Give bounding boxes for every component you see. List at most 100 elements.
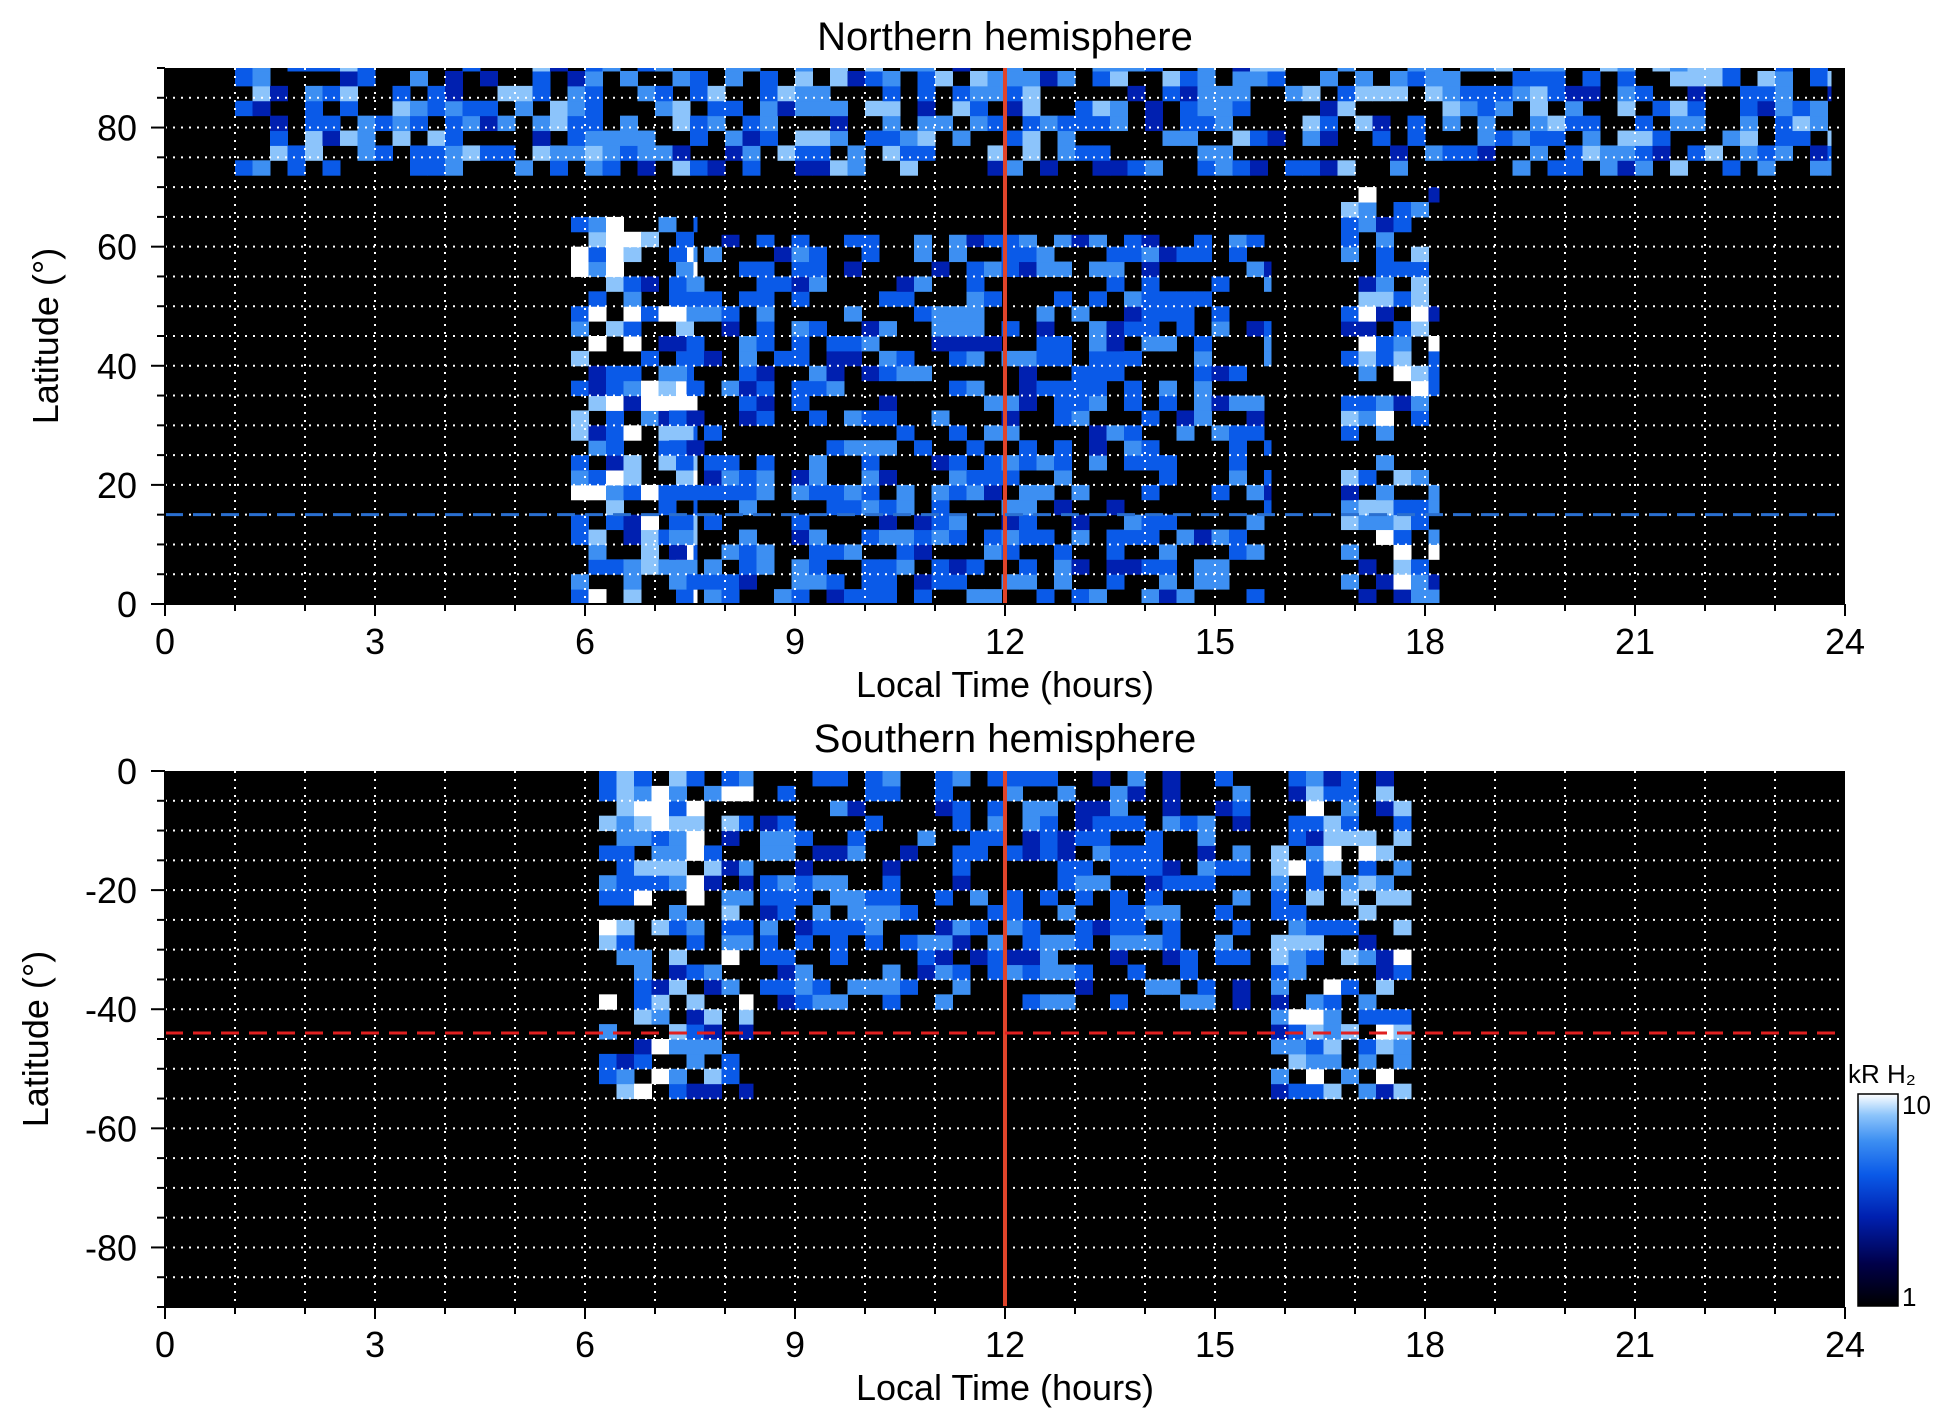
emission-cell (935, 785, 953, 802)
emission-cell (1376, 231, 1394, 248)
emission-cell (1211, 574, 1230, 590)
emission-cell (658, 499, 677, 516)
emission-cell (774, 350, 792, 367)
emission-cell (641, 514, 659, 531)
emission-cell (634, 979, 652, 995)
emission-cell (1393, 514, 1412, 531)
emission-cell (1792, 115, 1811, 132)
emission-cell (795, 919, 813, 936)
emission-cell (305, 68, 323, 72)
emission-cell (1197, 160, 1216, 176)
emission-cell (322, 115, 341, 132)
emission-cell (1089, 380, 1107, 397)
south-axes: 0 3 6 9 12 15 18 21 240-20-40-60-80 (85, 751, 1865, 1365)
colorbar: kR H₂ 10 1 (1848, 1059, 1931, 1312)
emission-cell (1124, 514, 1142, 531)
emission-cell (606, 216, 624, 233)
emission-cell (917, 949, 936, 966)
emission-cell (847, 919, 866, 936)
emission-cell (1232, 994, 1251, 1010)
emission-cell (791, 380, 810, 397)
emission-cell (1145, 100, 1163, 117)
emission-cell (970, 890, 988, 906)
emission-cell (1162, 70, 1181, 87)
emission-cell (1127, 68, 1146, 72)
emission-cell (1358, 1009, 1377, 1025)
emission-cell (739, 785, 754, 802)
emission-cell (1141, 589, 1160, 604)
emission-cell (1106, 499, 1125, 516)
emission-cell (987, 830, 1006, 846)
emission-cell (935, 934, 953, 951)
emission-cell (830, 100, 848, 117)
emission-cell (1054, 291, 1072, 307)
emission-cell (795, 934, 813, 951)
emission-cell (809, 410, 827, 426)
emission-cell (1792, 130, 1811, 146)
north-title: Northern hemisphere (817, 15, 1193, 59)
emission-cell (1411, 202, 1429, 218)
emission-cell (1215, 160, 1233, 176)
emission-cell (896, 544, 915, 560)
emission-cell (1635, 160, 1653, 176)
emission-cell (760, 890, 778, 906)
emission-cell (1376, 216, 1394, 233)
emission-cell (1089, 365, 1107, 382)
emission-cell (847, 800, 866, 817)
emission-cell (917, 68, 936, 72)
emission-cell (669, 246, 687, 263)
emission-cell (861, 499, 880, 516)
emission-cell (623, 455, 642, 471)
emission-cell (1323, 785, 1342, 802)
emission-cell (1022, 845, 1041, 861)
emission-cell (1124, 380, 1142, 397)
emission-cell (1267, 70, 1286, 87)
emission-cell (1302, 85, 1321, 102)
emission-cell (599, 890, 617, 906)
emission-cell (1124, 321, 1142, 337)
emission-cell (1022, 815, 1041, 832)
emission-cell (616, 890, 635, 906)
emission-cell (879, 395, 897, 411)
emission-cell (445, 100, 463, 117)
emission-cell (704, 964, 722, 980)
emission-cell (686, 291, 705, 307)
emission-cell (1215, 800, 1233, 817)
emission-cell (252, 70, 271, 87)
emission-cell (777, 785, 796, 802)
emission-cell (686, 830, 705, 846)
emission-cell (1005, 949, 1023, 966)
emission-cell (1393, 470, 1412, 486)
emission-cell (599, 845, 617, 861)
emission-cell (651, 860, 670, 876)
emission-cell (1005, 771, 1023, 787)
emission-cell (1411, 306, 1429, 322)
emission-cell (1740, 100, 1758, 117)
emission-cell (669, 949, 687, 966)
emission-cell (704, 514, 722, 531)
emission-cell (1827, 85, 1832, 102)
emission-cell (1512, 130, 1531, 146)
emission-cell (1341, 574, 1359, 590)
x-tick-label: 24 (1825, 1324, 1865, 1365)
emission-cell (1393, 964, 1412, 980)
emission-cell (655, 100, 673, 117)
emission-cell (1232, 130, 1251, 146)
emission-cell (704, 845, 722, 861)
emission-cell (1019, 484, 1037, 501)
emission-cell (599, 1024, 617, 1040)
emission-cell (1306, 875, 1324, 891)
emission-cell (826, 544, 845, 560)
emission-cell (984, 425, 1002, 441)
emission-cell (1176, 529, 1195, 545)
emission-cell (567, 70, 586, 87)
emission-cell (1145, 934, 1163, 951)
emission-cell (1194, 574, 1212, 590)
emission-cell (952, 875, 971, 891)
emission-cell (1264, 276, 1272, 292)
emission-cell (760, 100, 778, 117)
emission-cell (1358, 306, 1377, 322)
emission-cell (669, 845, 687, 861)
emission-cell (1670, 115, 1688, 132)
emission-cell (270, 145, 288, 161)
